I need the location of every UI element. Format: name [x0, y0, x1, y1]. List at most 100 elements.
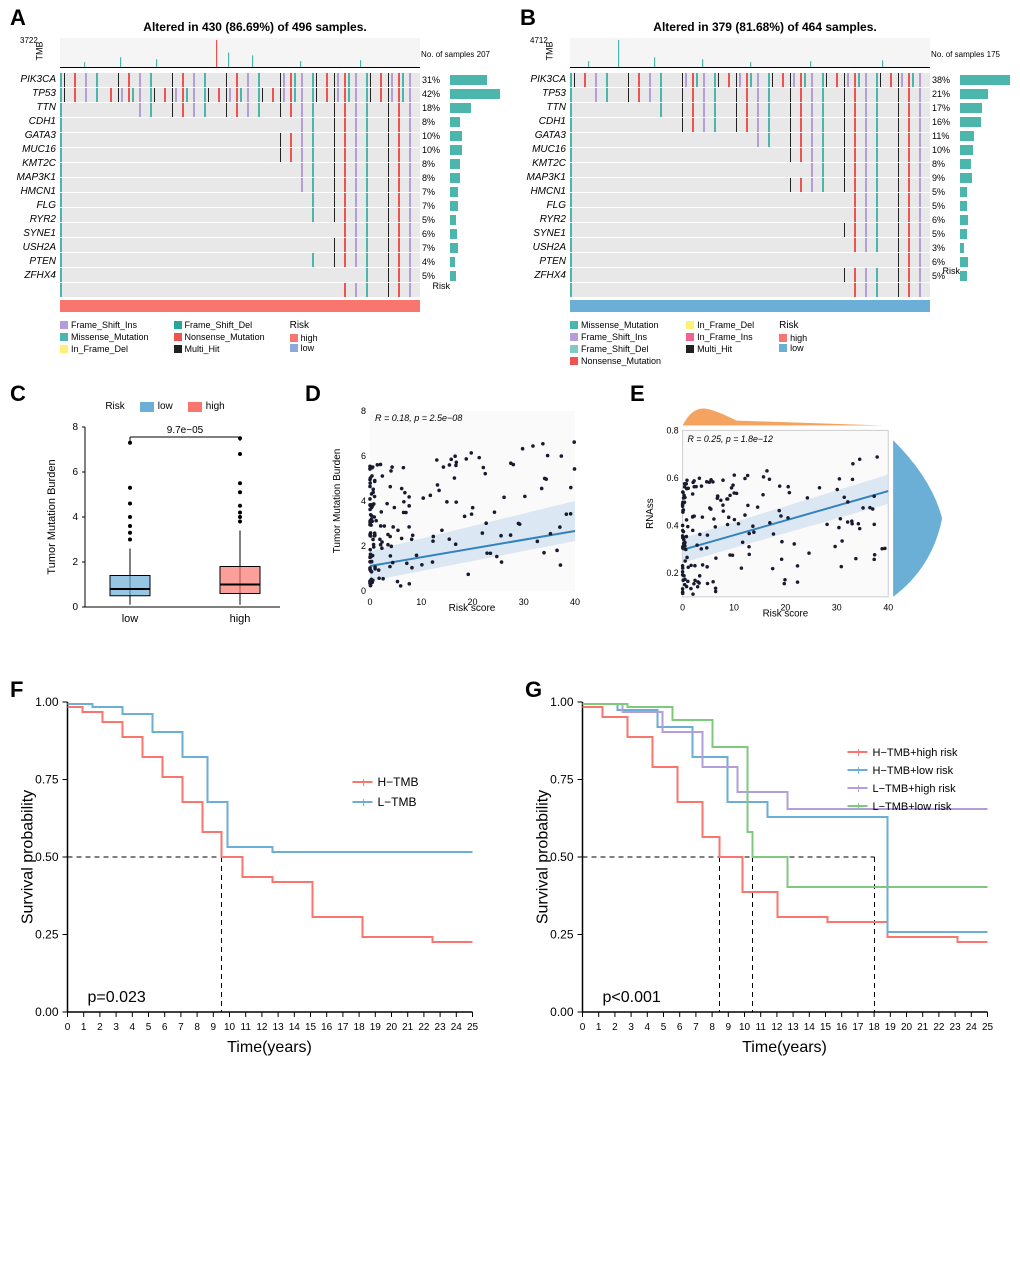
svg-text:4: 4: [361, 496, 366, 506]
svg-text:23: 23: [950, 1022, 962, 1033]
pct-value: 42%: [420, 87, 450, 101]
svg-text:10: 10: [729, 603, 739, 613]
mutation-row: [570, 253, 930, 267]
svg-text:1.00: 1.00: [550, 695, 574, 709]
legend-item: low: [290, 343, 318, 353]
svg-text:Survival probability: Survival probability: [20, 790, 37, 924]
svg-text:H−TMB+low risk: H−TMB+low risk: [873, 765, 954, 777]
risk-bar-a: [60, 300, 420, 312]
mutation-row: [60, 73, 420, 87]
svg-text:4: 4: [130, 1022, 136, 1033]
sample-bar: [960, 157, 1010, 171]
tmb-max: 3722: [20, 36, 38, 45]
legend-item: Frame_Shift_Del: [174, 320, 265, 330]
legend-item: Missense_Mutation: [60, 332, 149, 342]
gene-PIK3CA: PIK3CA: [520, 73, 570, 87]
pct-value: 5%: [930, 227, 960, 241]
waterfall-a: Altered in 430 (86.69%) of 496 samples. …: [10, 20, 500, 354]
risk-label-b: Risk: [943, 266, 961, 276]
svg-text:0: 0: [65, 1022, 71, 1033]
legend-item: Multi_Hit: [686, 344, 754, 354]
pct-value: 17%: [930, 101, 960, 115]
sample-bar: [450, 87, 500, 101]
pct-value: 3%: [930, 241, 960, 255]
sample-bar: [450, 129, 500, 143]
mutation-row: [60, 178, 420, 192]
svg-text:40: 40: [570, 597, 580, 607]
mutation-row: [60, 118, 420, 132]
legend-item: Nonsense_Mutation: [570, 356, 661, 366]
mutation-row: [570, 193, 930, 207]
sample-bar: [960, 171, 1010, 185]
panel-label-e: E: [630, 381, 645, 407]
sample-bar: [960, 73, 1010, 87]
pct-value: 6%: [420, 227, 450, 241]
gene-labels-b: PIK3CATP53TTNCDH1GATA3MUC16KMT2CMAP3K1HM…: [520, 73, 570, 298]
svg-text:2: 2: [97, 1022, 103, 1033]
panel-label-c: C: [10, 381, 26, 407]
svg-text:L−TMB: L−TMB: [378, 795, 417, 809]
sample-bar: [960, 227, 1010, 241]
legend-item: Nonsense_Mutation: [174, 332, 265, 342]
legend-item: Multi_Hit: [174, 344, 265, 354]
pct-value: 6%: [930, 213, 960, 227]
svg-text:3: 3: [628, 1022, 634, 1033]
svg-text:25: 25: [982, 1022, 994, 1033]
svg-text:+: +: [855, 744, 863, 760]
gene-TP53: TP53: [10, 87, 60, 101]
sample-bar: [960, 199, 1010, 213]
sample-bar: [450, 213, 500, 227]
mutation-row: [570, 178, 930, 192]
pct-value: 5%: [930, 185, 960, 199]
panel-label-d: D: [305, 381, 321, 407]
svg-text:high: high: [230, 613, 251, 625]
wf-body-b: PIK3CATP53TTNCDH1GATA3MUC16KMT2CMAP3K1HM…: [520, 73, 1010, 298]
svg-text:L−TMB+high risk: L−TMB+high risk: [873, 783, 957, 795]
panel-label-a: A: [10, 5, 26, 31]
sample-bar: [960, 185, 1010, 199]
svg-text:Time(years): Time(years): [227, 1039, 312, 1056]
sample-bar: [450, 185, 500, 199]
legend-item: high: [290, 333, 318, 343]
svg-text:+: +: [855, 762, 863, 778]
survival-svg-g: 0.000.250.500.751.00 0123456789101112131…: [525, 682, 1010, 1062]
svg-text:30: 30: [519, 597, 529, 607]
svg-text:7: 7: [693, 1022, 699, 1033]
svg-text:8: 8: [709, 1022, 715, 1033]
pct-value: 11%: [930, 129, 960, 143]
pct-value: 5%: [420, 213, 450, 227]
mutation-row: [60, 208, 420, 222]
mutation-row: [570, 103, 930, 117]
legend-item: In_Frame_Del: [60, 344, 149, 354]
svg-text:H−TMB: H−TMB: [378, 775, 419, 789]
gene-MUC16: MUC16: [10, 143, 60, 157]
panel-c: C Risk low high 02468 Tumor Mutation Bur…: [10, 386, 290, 642]
scatter-svg-d: R = 0.18, p = 2.5e−08 Tumor Mutation Bur…: [305, 401, 605, 621]
gene-USH2A: USH2A: [10, 241, 60, 255]
panel-g: G 0.000.250.500.751.00 01234567891011121…: [525, 682, 1010, 1067]
svg-text:+: +: [855, 798, 863, 814]
sample-bar: [450, 101, 500, 115]
svg-text:9: 9: [211, 1022, 217, 1033]
svg-text:14: 14: [289, 1022, 301, 1033]
svg-text:12: 12: [256, 1022, 268, 1033]
svg-text:0.6: 0.6: [666, 473, 678, 483]
sample-bar: [960, 129, 1010, 143]
gene-SYNE1: SYNE1: [520, 227, 570, 241]
sample-bar: [450, 227, 500, 241]
mutation-row: [60, 148, 420, 162]
gene-RYR2: RYR2: [10, 213, 60, 227]
gene-CDH1: CDH1: [520, 115, 570, 129]
wf-title-a: Altered in 430 (86.69%) of 496 samples.: [10, 20, 500, 34]
mutation-row: [570, 283, 930, 297]
svg-text:8: 8: [72, 422, 78, 433]
survival-svg-f: 0.000.250.500.751.00 0123456789101112131…: [10, 682, 495, 1062]
gene-FLG: FLG: [10, 199, 60, 213]
svg-text:0.2: 0.2: [666, 568, 678, 578]
legend-item: In_Frame_Del: [686, 320, 754, 330]
svg-text:0.50: 0.50: [35, 850, 59, 864]
legend-item: In_Frame_Ins: [686, 332, 754, 342]
svg-text:11: 11: [756, 1022, 767, 1033]
svg-text:Tumor Mutation Burden: Tumor Mutation Burden: [332, 449, 343, 554]
boxplot-svg: 02468 Tumor Mutation Burden 9.7e−05 lowh…: [40, 417, 290, 637]
